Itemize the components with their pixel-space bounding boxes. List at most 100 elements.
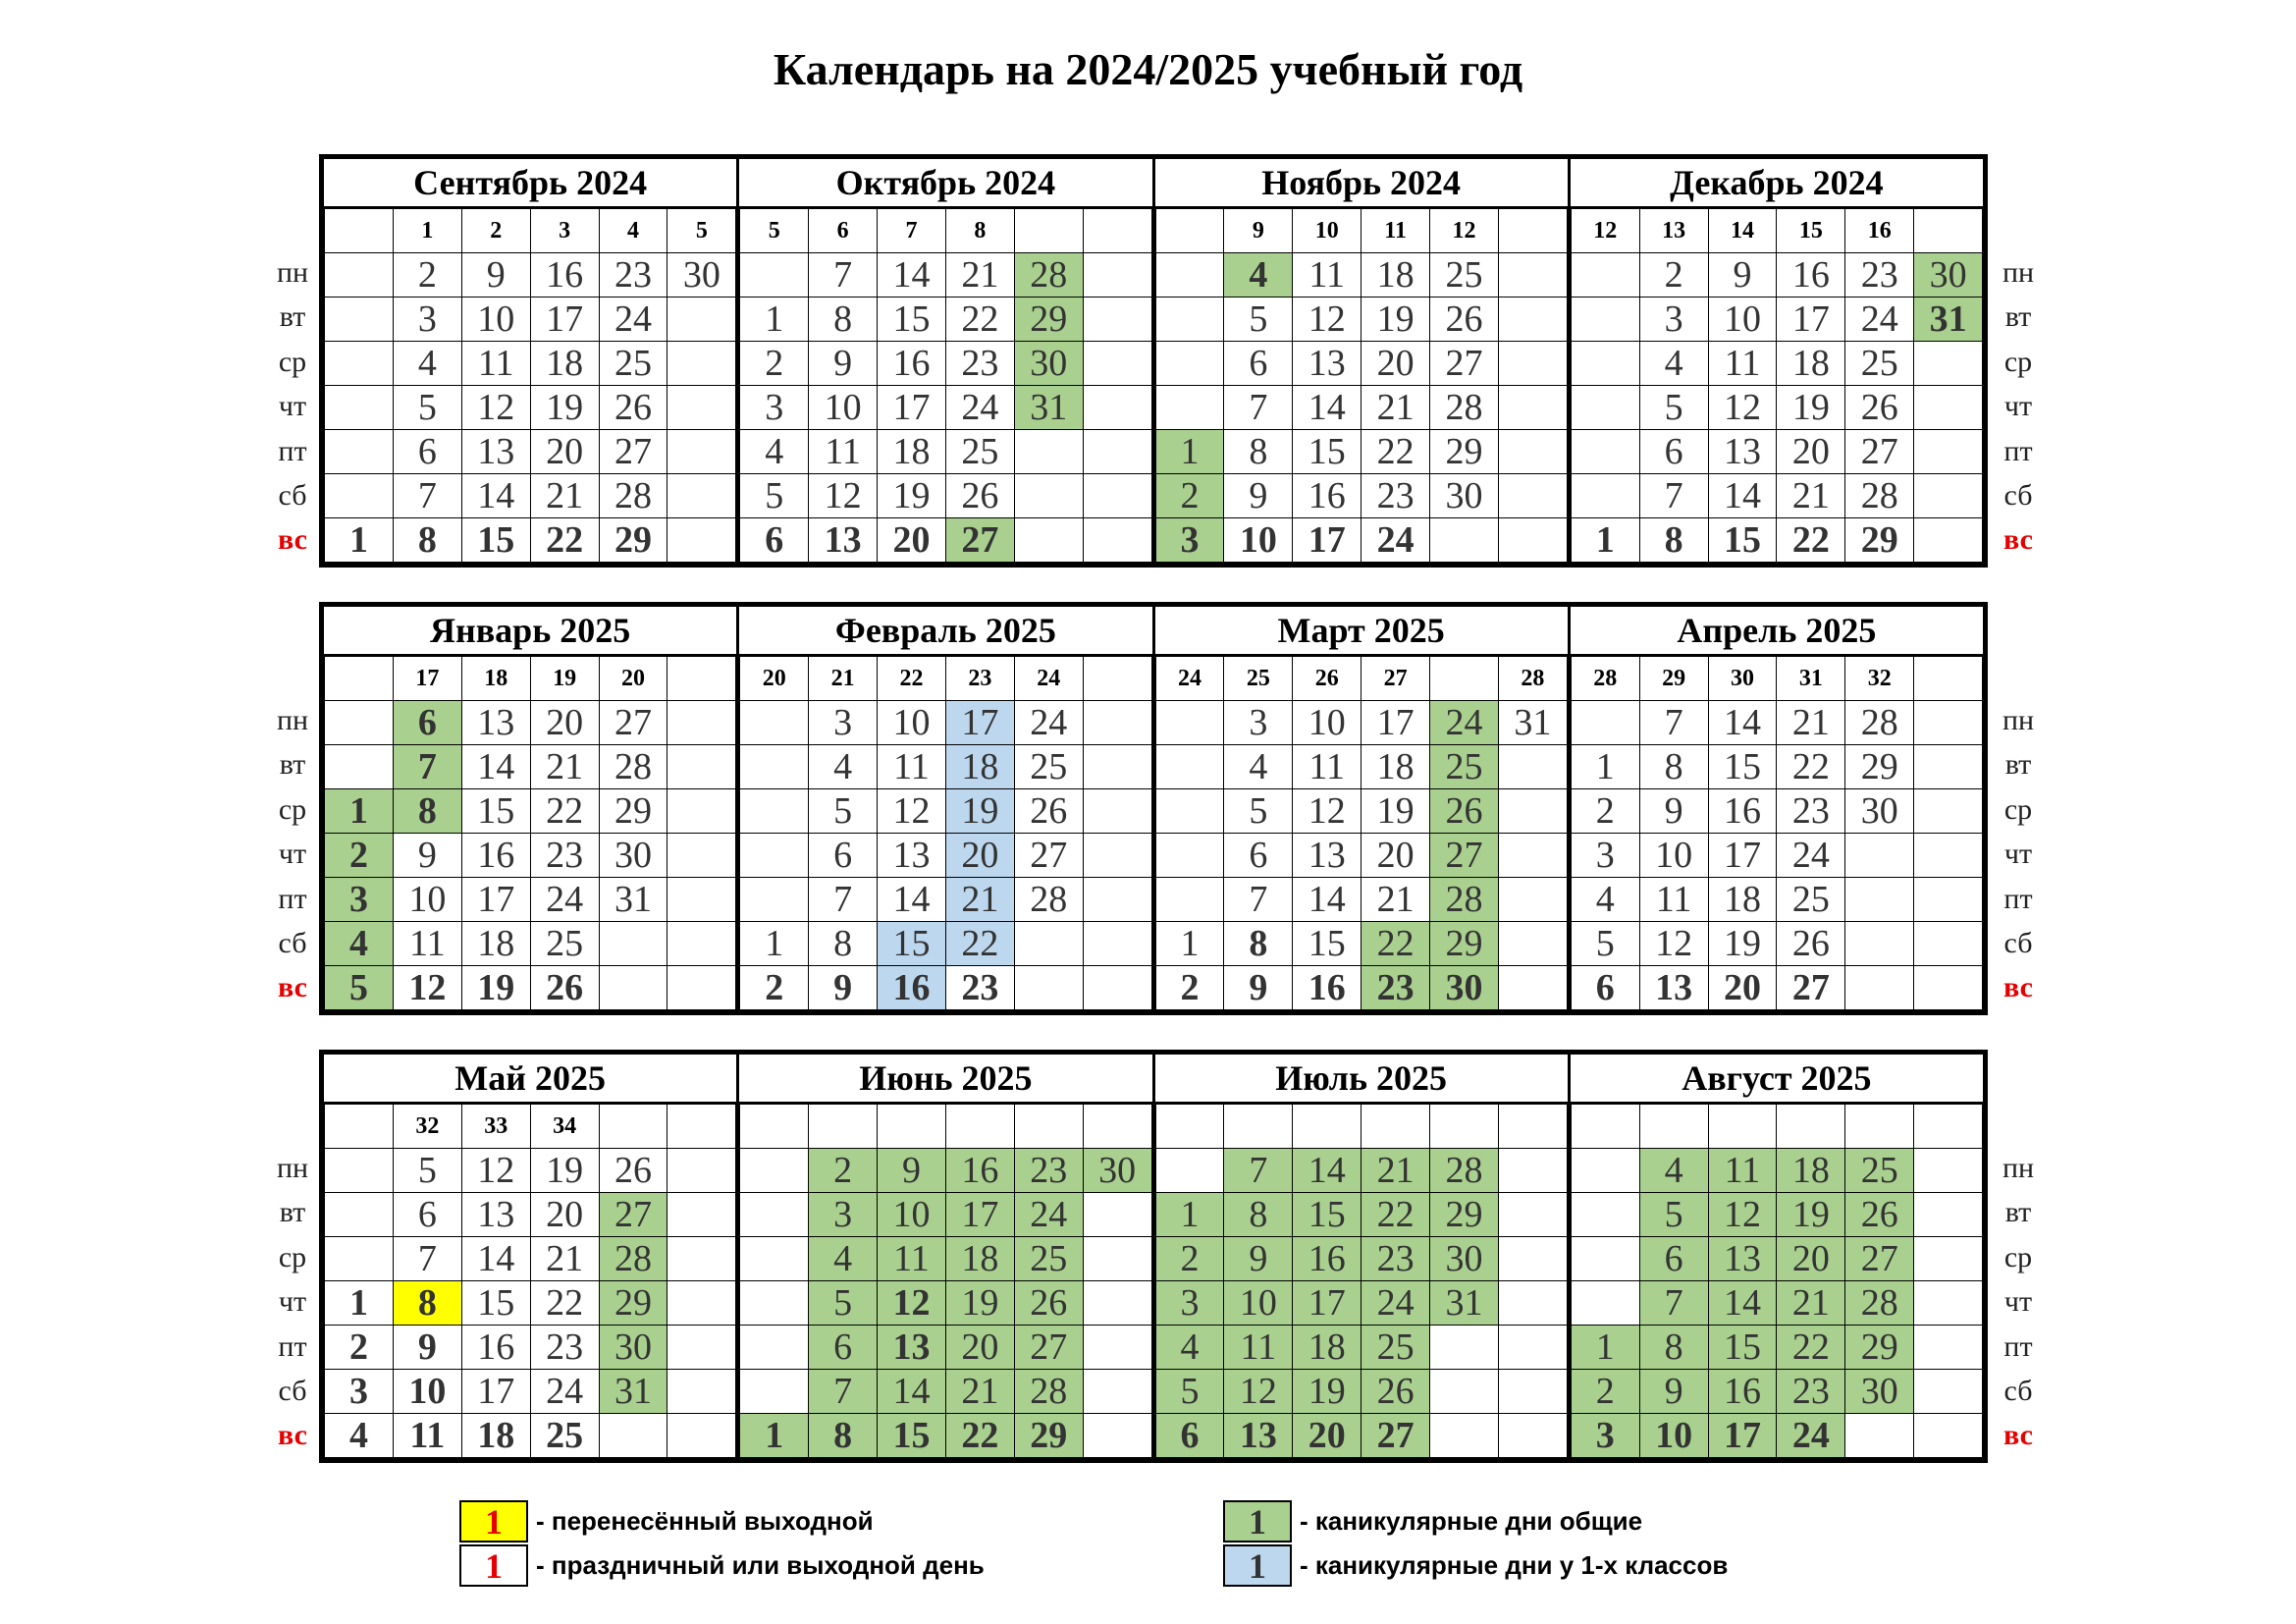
day-cell: 1: [1570, 1325, 1640, 1370]
day-cell: [1429, 1413, 1499, 1458]
day-cell: [667, 429, 737, 474]
day-row: 3 10 17 24 31: [1570, 297, 1983, 342]
weekday-labels-left: пн вт ср чт пт сб вс: [263, 698, 322, 1010]
day-cell: [739, 744, 810, 789]
day-cell: 29: [1429, 921, 1499, 966]
day-cell: 23: [1844, 252, 1915, 298]
month-panel: Август 2025 4 11 18 25 5 12 19 26 6 13 20 27 7 14 21 28 1…: [1567, 1055, 1983, 1458]
week-number: 25: [1223, 656, 1294, 701]
day-cell: 16: [877, 341, 946, 386]
day-cell: [667, 965, 737, 1010]
day-cell: [1497, 1236, 1568, 1281]
day-cell: [1082, 252, 1152, 298]
day-cell: 25: [1361, 1325, 1430, 1370]
day-cell: 19: [460, 965, 531, 1010]
day-cell: 8: [808, 921, 878, 966]
week-number: [944, 1104, 1015, 1149]
day-row: 2 9 16 23 30: [1154, 965, 1568, 1010]
day-cell: [1154, 297, 1225, 342]
day-cell: 30: [1429, 965, 1499, 1010]
day-cell: 2: [739, 965, 810, 1010]
day-cell: 3: [1154, 1280, 1225, 1326]
day-cell: 8: [1223, 429, 1294, 474]
day-cell: 30: [1913, 252, 1983, 298]
day-row: 2 9 16 23 30: [1570, 788, 1983, 834]
day-row: 2 9 16 23: [739, 965, 1152, 1010]
day-cell: 10: [808, 385, 878, 430]
day-cell: [1913, 965, 1983, 1010]
day-cell: 9: [1223, 473, 1294, 518]
weekday-label: ср: [278, 1240, 307, 1273]
day-cell: 1: [1570, 517, 1640, 563]
month-grid: 4 11 18 25 5 12 19 26 6 13 20 27 7 14 21 28 1 8 15 22 29 2 9 16…: [1570, 1104, 1983, 1458]
month-panel: Сентябрь 2024 1 2 3 4 5 2 9 16 23 30 3 10 17 24 4 11 18 25…: [324, 159, 737, 563]
day-cell: [1570, 473, 1640, 518]
day-cell: 10: [1638, 1413, 1709, 1458]
week-number: 16: [1844, 208, 1915, 253]
week-number: [1429, 656, 1499, 701]
day-cell: 13: [460, 1192, 531, 1237]
day-cell: 15: [1292, 1192, 1362, 1237]
day-cell: 28: [1013, 252, 1084, 298]
day-row: 2 9 16 23 30: [1570, 1369, 1983, 1414]
day-row: 7 14 21 28: [324, 1236, 737, 1281]
week-number: [1223, 1104, 1294, 1149]
day-cell: 20: [1776, 429, 1846, 474]
day-cell: 7: [808, 252, 878, 298]
day-cell: 21: [529, 744, 600, 789]
day-cell: 30: [1844, 1369, 1915, 1414]
day-cell: [1082, 700, 1152, 745]
day-cell: 3: [808, 700, 878, 745]
day-row: 2 9 16 23 30: [1154, 473, 1568, 518]
legend-swatch-white: 1: [459, 1544, 528, 1587]
day-cell: [1844, 965, 1915, 1010]
week-number: [667, 1104, 737, 1149]
month-grid: 2 9 16 23 30 3 10 17 24 4 11 18 25 5 12 19 26 6 13 20 27 7 14 2…: [739, 1104, 1152, 1458]
day-cell: 11: [460, 341, 531, 386]
day-cell: 24: [1776, 833, 1846, 878]
day-cell: [1497, 429, 1568, 474]
weekday-label: пн: [2002, 256, 2035, 289]
day-cell: 8: [1223, 1192, 1294, 1237]
day-cell: 16: [460, 1325, 531, 1370]
day-cell: [1497, 385, 1568, 430]
day-cell: 25: [1844, 341, 1915, 386]
day-cell: 3: [808, 1192, 878, 1237]
week-number: [598, 1104, 668, 1149]
day-cell: 22: [529, 1280, 600, 1326]
day-cell: 16: [877, 965, 946, 1010]
day-cell: 26: [1429, 788, 1499, 834]
day-cell: [739, 252, 810, 298]
day-cell: 25: [1844, 1148, 1915, 1193]
day-cell: 30: [598, 833, 668, 878]
day-cell: 11: [877, 744, 946, 789]
weekday-label: чт: [2003, 390, 2033, 423]
day-cell: 11: [1223, 1325, 1294, 1370]
month-row: Май 2025 32 33 34 5 12 19 26 6 13 20 27 7 14 21 28 1 8 15 2…: [319, 1050, 1988, 1463]
day-row: 4 11 18 25: [324, 1413, 737, 1458]
day-cell: [598, 1413, 668, 1458]
day-cell: [1570, 700, 1640, 745]
day-cell: 6: [392, 700, 462, 745]
day-cell: 3: [324, 877, 394, 922]
month-row: Сентябрь 2024 1 2 3 4 5 2 9 16 23 30 3 10 17 24 4 11 18 25…: [319, 154, 1988, 568]
day-cell: 24: [1429, 700, 1499, 745]
week-numbers-row: 17 18 19 20: [324, 656, 737, 701]
day-cell: [1082, 1236, 1152, 1281]
day-cell: [1844, 1413, 1915, 1458]
weekday-label: пт: [278, 1329, 307, 1363]
month-name: Февраль 2025: [739, 607, 1152, 656]
day-cell: 12: [460, 385, 531, 430]
week-number: [1497, 208, 1568, 253]
weekday-label: ср: [2003, 1240, 2033, 1273]
week-number: [1707, 1104, 1778, 1149]
day-cell: 18: [944, 744, 1015, 789]
day-cell: 3: [1223, 700, 1294, 745]
week-number: 28: [1570, 656, 1640, 701]
day-cell: 2: [808, 1148, 878, 1193]
day-cell: 15: [460, 788, 531, 834]
day-cell: [1429, 1369, 1499, 1414]
day-row: 4 11 18 25: [1154, 252, 1568, 298]
day-cell: 6: [1570, 965, 1640, 1010]
day-cell: 1: [324, 517, 394, 563]
